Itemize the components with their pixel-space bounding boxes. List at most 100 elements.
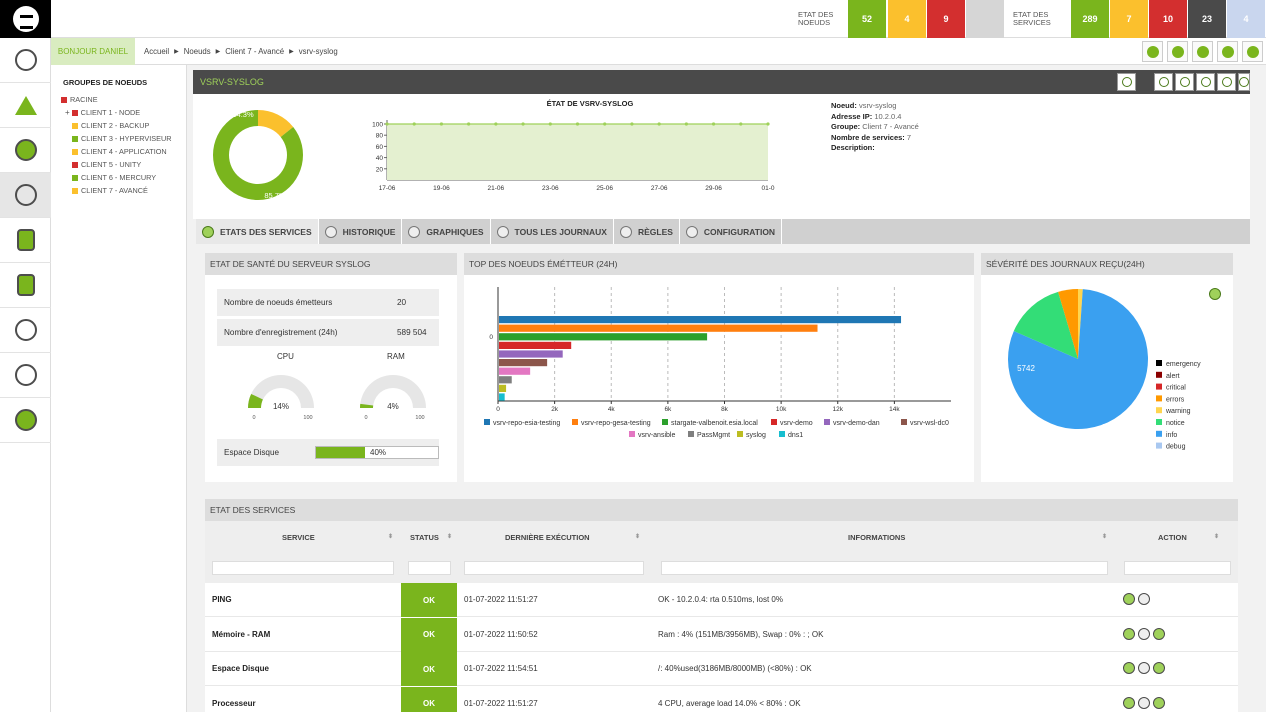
info-colon: : [854,101,857,110]
column-header-service[interactable]: SERVICE ⬍ [282,533,393,542]
status-icon[interactable] [1123,627,1135,640]
nav-alerts-button[interactable] [0,83,51,128]
nav-nodes-button[interactable] [0,173,51,218]
search-button[interactable] [1192,41,1213,62]
pie-label-info: 33301 [1102,423,1125,432]
app-logo[interactable] [0,0,51,38]
breadcrumb-group[interactable]: Client 7 - Avancé [225,47,285,56]
donut-label-ok: 85.7% [264,191,286,200]
status-icon[interactable] [1123,593,1135,605]
tree-node[interactable]: CLIENT 7 - AVANCÉ [72,186,148,195]
tree-node-label: CLIENT 1 - NODE [80,108,141,117]
tree-node[interactable]: + CLIENT 1 - NODE [65,108,140,117]
status-icon[interactable] [1123,696,1135,709]
column-header-info[interactable]: INFORMATIONS ⬍ [848,533,1107,542]
tree-node-root[interactable]: RACINE [61,95,98,104]
nav-dashboard-button[interactable] [0,38,51,83]
service-count-ok[interactable]: 289 [1071,0,1109,38]
graph-icon[interactable] [1138,696,1150,709]
info-colon: : [872,143,875,152]
health-value: 20 [397,298,407,307]
tree-node[interactable]: CLIENT 4 - APPLICATION [72,147,167,156]
service-filter-input[interactable] [212,561,394,575]
info-value: Client 7 - Avancé [862,122,919,131]
tree-node-label: CLIENT 5 - UNITY [81,160,142,169]
action-filter-input[interactable] [1124,561,1231,575]
donut-slice-warning [258,110,294,137]
last-exec-filter-input[interactable] [464,561,644,575]
service-name[interactable]: Mémoire - RAM [212,629,271,639]
graph-icon[interactable] [1138,662,1150,674]
tab-rules[interactable]: RÈGLES [614,219,680,244]
run-icon[interactable] [1153,627,1165,640]
status-icon[interactable] [1123,662,1135,674]
area-point [684,122,688,126]
info-filter-input[interactable] [661,561,1108,575]
panel-title: SÉVÉRITÉ DES JOURNAUX REÇU(24H) [981,253,1233,275]
service-name[interactable]: PING [212,595,232,604]
logout-button[interactable] [1242,41,1263,62]
legend-swatch [629,431,635,437]
nav-maps-button[interactable] [0,263,51,308]
download-button[interactable] [1238,73,1250,91]
status-square-icon [72,135,78,142]
column-header-last-exec[interactable]: DERNIÈRE EXÉCUTION ⬍ [505,533,640,542]
column-header-status[interactable]: STATUS ⬍ [410,533,452,542]
tree-node[interactable]: CLIENT 5 - UNITY [72,160,141,169]
graph-icon[interactable] [1138,593,1150,605]
edit-button[interactable] [1196,73,1215,91]
top-nodes-chart: 0 2k 4k 6k 8k 10k 12k 14k 0 vsrv-repo-esia-testin… [484,287,951,439]
service-name[interactable]: Espace Disque [212,664,269,673]
status-filter-input[interactable] [408,561,451,575]
node-count-unknown[interactable] [966,0,1004,38]
tab-configuration[interactable]: CONFIGURATION [680,219,783,244]
table-row[interactable]: Mémoire - RAM OK 01-07-2022 11:50:52 Ram… [205,617,1238,652]
refresh-icon[interactable] [1209,288,1221,300]
clock-button[interactable] [1154,73,1173,91]
user-profile-button[interactable] [1142,41,1163,62]
disk-label: Espace Disque [224,448,280,457]
messages-button[interactable] [1167,41,1188,62]
nav-reports-button[interactable] [0,218,51,263]
legend-label: vsrv-repo-esia-testing [493,420,560,427]
run-icon[interactable] [1153,696,1165,709]
tree-node[interactable]: CLIENT 2 - BACKUP [72,121,149,130]
run-icon[interactable] [1153,662,1165,674]
nav-info-button[interactable] [0,398,51,443]
table-row[interactable]: Processeur OK 01-07-2022 11:51:27 4 CPU,… [205,686,1238,712]
tree-node[interactable]: CLIENT 3 - HYPERVISEUR [72,134,172,143]
tab-history[interactable]: HISTORIQUE [319,219,403,244]
legend-swatch [688,431,694,437]
gauge-min: 0 [252,415,255,421]
service-count-warning[interactable]: 7 [1110,0,1148,38]
nav-users-button[interactable] [0,308,51,353]
tab-graphs[interactable]: GRAPHIQUES [402,219,491,244]
table-header: SERVICE ⬍ STATUS ⬍ DERNIÈRE EXÉCUTION ⬍ INF… [205,521,1238,583]
expand-icon[interactable]: + [65,108,70,117]
service-count-unknown[interactable]: 23 [1188,0,1226,38]
tab-all-logs[interactable]: TOUS LES JOURNAUX [491,219,614,244]
graph-icon[interactable] [1138,627,1150,640]
service-name[interactable]: Processeur [212,698,256,708]
tab-service-states[interactable]: ETATS DES SERVICES [196,219,319,244]
nav-history-button[interactable] [0,128,51,173]
service-count-critical[interactable]: 10 [1149,0,1187,38]
screen-button[interactable] [1117,73,1136,91]
chart-title: ÉTAT DE VSRV-SYSLOG [547,99,634,108]
service-count-pending[interactable]: 4 [1227,0,1265,38]
column-header-action[interactable]: ACTION ⬍ [1158,533,1219,542]
nav-settings-button[interactable] [0,353,51,398]
breadcrumb-home[interactable]: Accueil [144,47,170,56]
alert-button[interactable] [1175,73,1194,91]
node-count-warning[interactable]: 4 [888,0,926,38]
status-square-icon [72,148,78,155]
tree-node[interactable]: CLIENT 6 - MERCURY [72,173,156,182]
table-row[interactable]: PING OK 01-07-2022 11:51:27 OK - 10.2.0.… [205,583,1238,617]
help-button[interactable] [1217,41,1238,62]
node-count-critical[interactable]: 9 [927,0,965,38]
upload-button[interactable] [1217,73,1236,91]
node-count-ok[interactable]: 52 [848,0,886,38]
table-row[interactable]: Espace Disque OK 01-07-2022 11:54:51 /: … [205,652,1238,686]
breadcrumb-nodes[interactable]: Noeuds [183,47,211,56]
ram-gauge: 4% 0 100 [360,374,426,421]
